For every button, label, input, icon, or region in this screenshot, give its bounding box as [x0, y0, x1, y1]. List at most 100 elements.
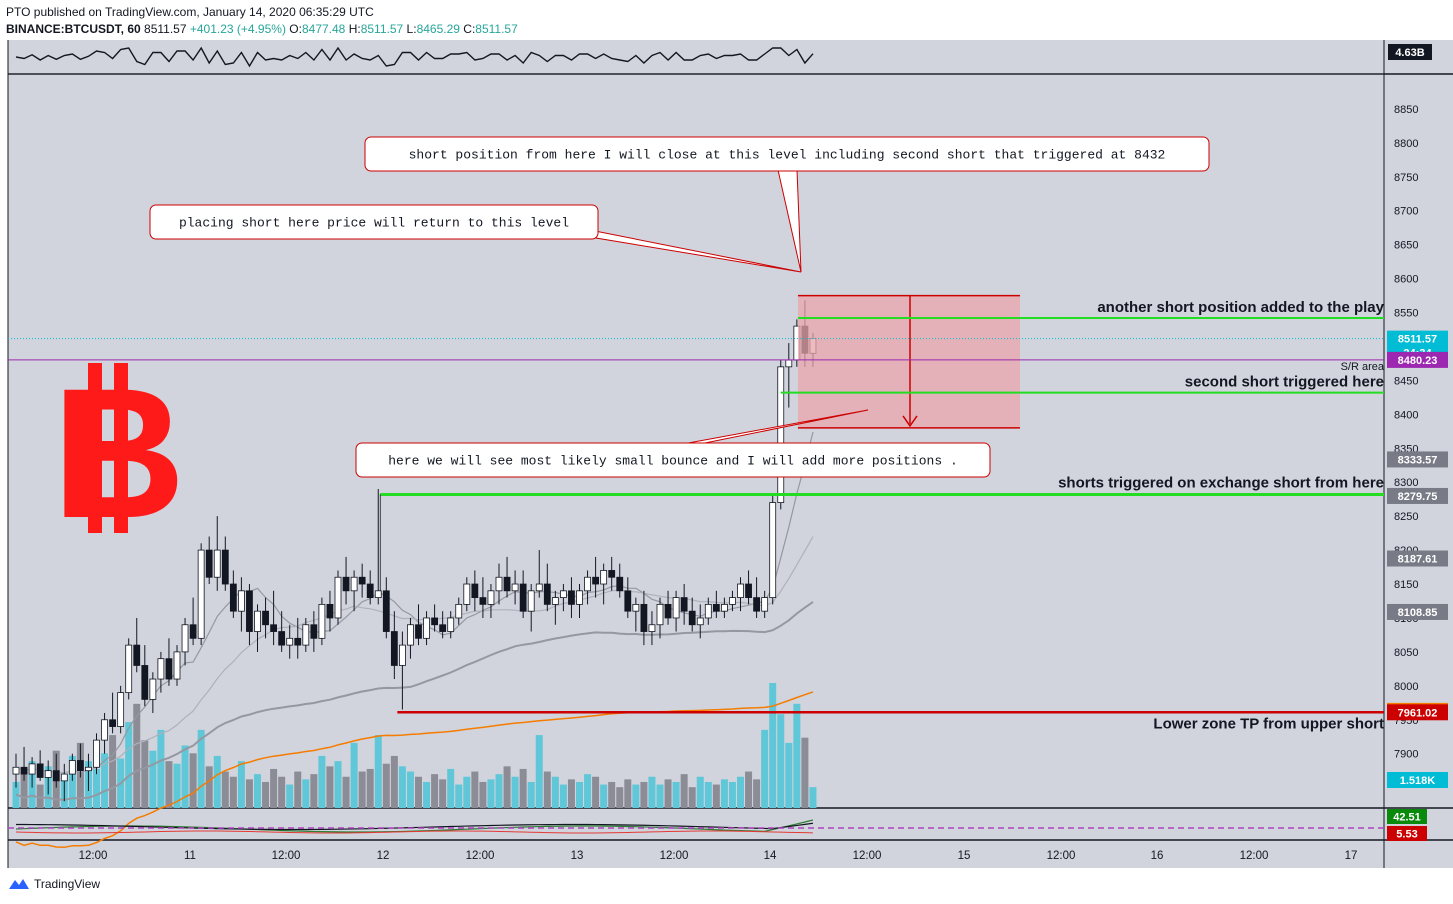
candle-body — [36, 763, 44, 778]
candle — [592, 556, 599, 598]
callout-top-group[interactable]: short position from here I will close at… — [364, 136, 1210, 273]
price-tick-label: 8000 — [1394, 681, 1418, 693]
volume-bar — [737, 776, 744, 808]
candle-body — [560, 590, 567, 599]
candle — [60, 763, 68, 802]
candle — [229, 570, 237, 618]
oscillator-badge — [1387, 826, 1427, 841]
candle — [141, 645, 149, 707]
candle — [503, 556, 511, 598]
volume-bar — [648, 776, 656, 808]
candle — [68, 753, 76, 781]
symbol-label[interactable]: BINANCE:BTCUSDT, 60 — [6, 22, 141, 36]
candle-body — [721, 603, 728, 612]
bitcoin-bar — [88, 363, 102, 533]
candle-body — [101, 719, 108, 741]
candle — [246, 584, 253, 646]
volume-bar — [310, 774, 318, 808]
lower-zone-label: Lower zone TP from upper short — [1153, 715, 1384, 732]
time-tick-label: 12:00 — [853, 850, 882, 862]
candle-body — [189, 624, 197, 639]
candle-body — [785, 359, 793, 368]
chart-svg[interactable]: 7900795080008050810081508200825083008350… — [0, 0, 1453, 868]
volume-bar — [189, 753, 197, 808]
candle — [149, 672, 157, 713]
candle-body — [262, 610, 269, 626]
candle-body — [712, 603, 720, 612]
candle — [632, 597, 640, 632]
candle-body — [479, 597, 487, 605]
volume-bar — [398, 766, 406, 808]
volume-bar — [745, 771, 753, 808]
volume-bar — [229, 776, 237, 808]
candle — [447, 611, 455, 639]
volume-bar — [382, 763, 390, 808]
candle-body — [229, 583, 237, 612]
callout-top-text: short position from here I will close at… — [409, 148, 1166, 163]
volume-bar — [785, 742, 793, 808]
candle — [423, 611, 430, 646]
candle-body — [753, 597, 760, 612]
volume-bar — [439, 779, 447, 808]
ma-orange-line — [15, 691, 814, 849]
candle — [390, 611, 398, 680]
volume-bar — [213, 755, 221, 808]
price-tick-label: 8050 — [1394, 647, 1418, 659]
candle — [721, 597, 728, 618]
time-tick-label: 16 — [1151, 850, 1164, 862]
candle — [157, 651, 165, 693]
candle-body — [535, 583, 543, 592]
candle — [471, 570, 479, 612]
candle — [680, 584, 688, 625]
volume-bar — [608, 781, 616, 808]
volume-bar — [20, 771, 28, 808]
candle-body — [181, 624, 189, 653]
oscillator-black-line — [15, 822, 814, 831]
candle-body — [624, 590, 632, 612]
candle — [543, 563, 551, 612]
price-badge — [1387, 351, 1448, 368]
volume-bar — [535, 735, 543, 808]
volume-badge-text: 1.518K — [1400, 775, 1436, 787]
tradingview-logo[interactable]: TradingView — [8, 877, 100, 891]
low-value: 8465.29 — [416, 22, 460, 36]
callout-bottom-group[interactable]: here we will see most likely small bounc… — [355, 409, 991, 478]
callout-left-group[interactable]: placing short here price will return to … — [149, 204, 802, 273]
candle — [463, 577, 471, 612]
tradingview-logo-icon — [9, 879, 29, 889]
candle-body — [197, 549, 205, 639]
volume-bar — [149, 750, 157, 808]
price-tick-label: 8400 — [1394, 409, 1418, 421]
candle — [221, 536, 229, 591]
candle — [310, 611, 318, 652]
oscillator-badge — [1387, 809, 1427, 824]
candle-body — [125, 644, 133, 694]
candle-body — [77, 760, 84, 772]
oscillator-badge-text: 5.53 — [1396, 829, 1417, 841]
volume-bar — [302, 779, 310, 808]
candle — [205, 536, 213, 585]
price-badge — [1387, 550, 1448, 567]
candle — [704, 597, 712, 625]
candle — [117, 685, 125, 734]
candle — [197, 543, 205, 646]
price-badge-text: 8187.61 — [1398, 554, 1438, 566]
candle — [109, 692, 116, 734]
volume-bar — [326, 766, 334, 808]
volume-bar — [358, 771, 366, 808]
candle-body — [12, 766, 20, 775]
volume-bar — [181, 745, 189, 808]
volume-bar — [431, 774, 439, 808]
candle — [358, 563, 366, 598]
volume-bar — [366, 768, 374, 808]
volume-bar — [640, 781, 648, 808]
candle-body — [680, 597, 688, 612]
price-tick-label: 8300 — [1394, 477, 1418, 489]
volume-bar — [455, 784, 463, 808]
candle-body — [551, 597, 559, 605]
volume-bar — [559, 784, 567, 808]
candle-body — [592, 576, 599, 585]
candle-body — [302, 624, 310, 646]
candle-body — [374, 590, 382, 599]
